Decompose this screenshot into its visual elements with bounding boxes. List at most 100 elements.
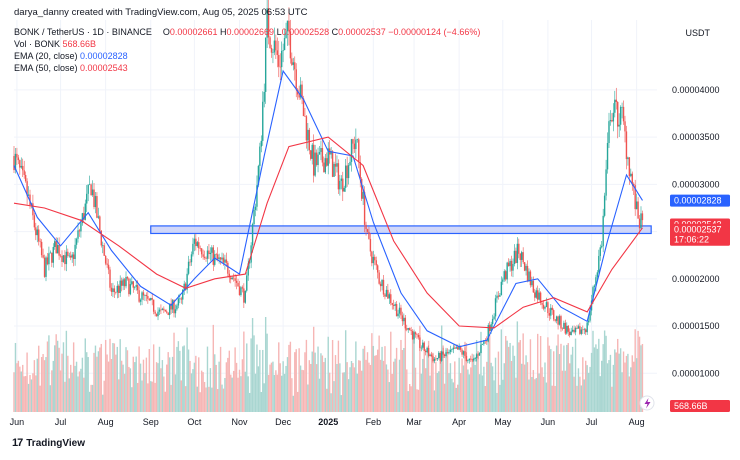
x-tick-label: Apr	[452, 417, 466, 427]
volume-bar	[326, 388, 328, 412]
candle-body	[599, 247, 601, 256]
candle-body	[170, 303, 172, 310]
candle-body	[91, 189, 94, 196]
volume-bar	[215, 364, 217, 412]
support-zone	[150, 225, 652, 235]
volume-bar	[158, 346, 161, 412]
candle-body	[598, 255, 600, 273]
volume-bar	[346, 362, 348, 412]
tradingview-brand[interactable]: 17 TradingView	[12, 437, 85, 449]
candle-body	[154, 311, 156, 314]
volume-bar	[612, 364, 615, 412]
candle-body	[359, 162, 361, 179]
volume-bar	[125, 347, 127, 412]
volume-bar	[358, 360, 360, 412]
candle-body	[112, 288, 114, 292]
close-key: C	[331, 27, 339, 37]
candle-body	[23, 170, 25, 175]
volume-bar	[382, 360, 385, 412]
volume-bar	[391, 373, 393, 412]
candle-body	[59, 255, 62, 257]
candle-body	[628, 157, 631, 177]
volume-bar	[427, 340, 430, 412]
volume-bar	[336, 363, 338, 412]
volume-bar	[603, 330, 606, 412]
candle-body	[624, 121, 626, 132]
volume-bar	[496, 392, 498, 412]
volume-bar	[630, 367, 632, 412]
candle-body	[340, 178, 343, 181]
candle-body	[198, 242, 200, 249]
volume-bar	[219, 346, 222, 412]
legend-symbol-row[interactable]: BONK / TetherUS · 1D · BINANCE O0.000026…	[14, 27, 480, 37]
candle-body	[410, 330, 412, 332]
author-line: darya_danny created with TradingView.com…	[14, 7, 308, 18]
candle-body	[219, 257, 222, 260]
volume-bar	[285, 365, 287, 412]
candle-body	[619, 106, 622, 125]
volume-bar	[174, 374, 177, 412]
candle-body	[139, 299, 142, 302]
volume-bar	[192, 369, 194, 412]
candle-body	[513, 250, 516, 264]
candle-body	[494, 298, 497, 317]
candle-body	[551, 307, 553, 311]
volume-bar	[525, 355, 527, 412]
candle-body	[481, 344, 484, 345]
legend-volume-row[interactable]: Vol · BONK 568.66B	[14, 39, 96, 49]
volume-bar	[22, 364, 24, 412]
volume-bar	[80, 368, 82, 412]
legend-ema50-row[interactable]: EMA (50, close) 0.00002543	[14, 63, 128, 73]
volume-bar	[426, 346, 428, 412]
volume-bar	[355, 341, 357, 412]
candle-body	[606, 142, 609, 170]
candle-body	[244, 290, 247, 303]
x-tick-label: Oct	[187, 417, 202, 427]
legend-ema20-row[interactable]: EMA (20, close) 0.00002828	[14, 51, 128, 61]
volume-bar	[273, 374, 276, 412]
volume-bar	[152, 344, 155, 412]
volume-bar	[93, 352, 95, 412]
volume-bar	[314, 352, 316, 412]
volume-bar	[179, 350, 181, 412]
volume-bar	[275, 370, 277, 412]
candle-body	[135, 284, 137, 287]
volume-bar	[331, 339, 334, 412]
volume-bar	[455, 387, 457, 412]
volume-bar	[67, 355, 69, 412]
volume-bar	[206, 346, 209, 412]
volume-bar	[327, 336, 329, 412]
volume-bar	[148, 348, 150, 412]
volume-bar	[262, 349, 264, 412]
volume-bar	[311, 351, 313, 412]
candle-body	[13, 156, 15, 171]
candle-body	[366, 229, 369, 232]
volume-bar	[103, 380, 105, 412]
candle-body	[353, 143, 356, 150]
candle-body	[558, 316, 561, 325]
volume-bar	[573, 376, 575, 412]
candle-body	[212, 247, 215, 265]
candle-body	[134, 286, 136, 288]
open-key: O	[162, 27, 170, 37]
candle-body	[376, 265, 379, 273]
candle-body	[161, 308, 164, 311]
x-tick-label: Aug	[629, 417, 645, 427]
candle-body	[99, 216, 101, 231]
volume-bar	[251, 318, 254, 412]
candle-body	[301, 84, 303, 99]
y-tick-label: 0.00004000	[672, 85, 720, 95]
volume-bar	[449, 363, 452, 412]
candle-body	[295, 69, 297, 90]
currency-label[interactable]: USDT	[685, 28, 711, 38]
volume-bar	[344, 330, 347, 412]
volume-bar	[617, 338, 619, 412]
volume-bar	[13, 372, 15, 412]
volume-bar	[535, 378, 537, 412]
volume-bar	[78, 371, 81, 412]
candle-body	[189, 261, 191, 263]
volume-bar	[641, 343, 644, 412]
volume-bar	[241, 359, 244, 412]
candle-body	[564, 322, 567, 334]
candle-body	[326, 158, 328, 166]
